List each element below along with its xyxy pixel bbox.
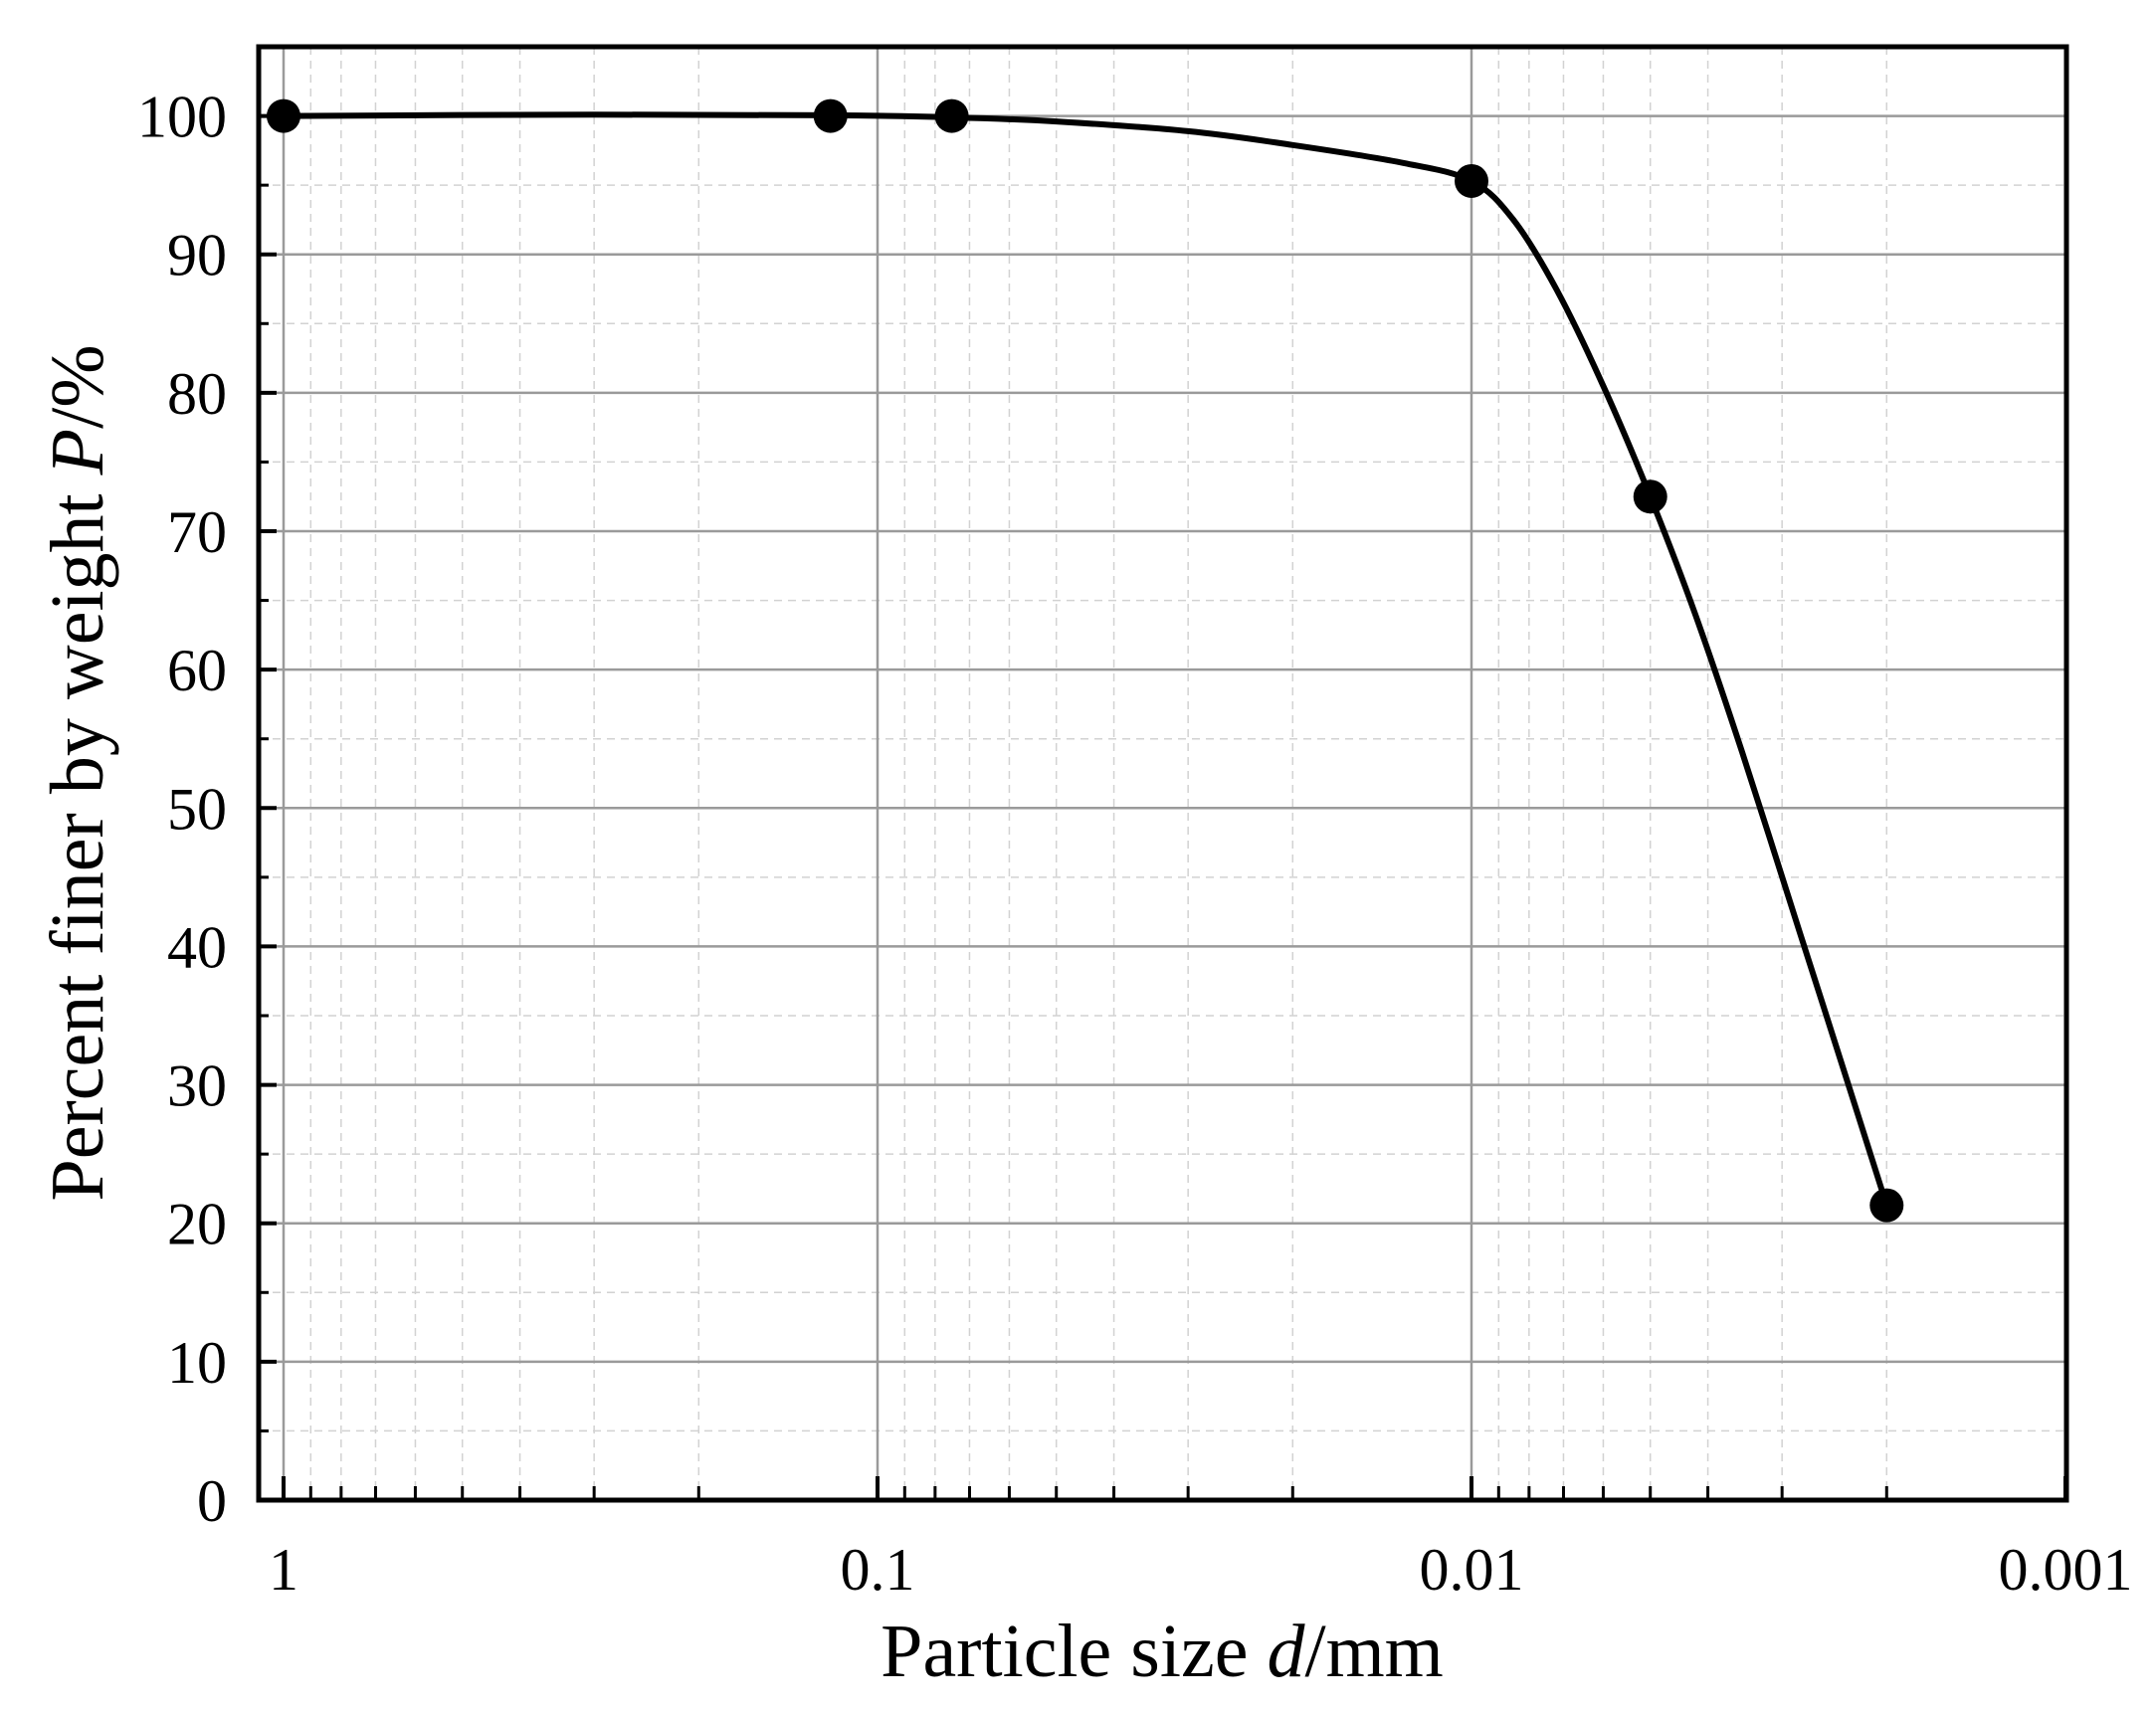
y-tick-label: 100 [137,85,227,150]
x-tick-label: 0.01 [1420,1537,1524,1603]
x-tick-labels: 1 0.1 0.01 0.001 [269,1537,2133,1603]
y-axis-title-variable: P [36,429,119,476]
data-point [1455,163,1488,198]
fit-curve-line [281,111,1890,1209]
y-axis-title: Percent finer by weight P/% [36,344,119,1201]
x-axis-title-prefix: Particle size [881,1610,1267,1693]
y-axis-title-prefix: Percent finer by weight [36,475,119,1201]
y-tick-label: 60 [167,638,227,703]
y-tick-label: 10 [167,1330,227,1396]
y-tick-label: 30 [167,1053,227,1119]
data-point [267,98,300,133]
y-tick-label: 40 [167,914,227,980]
grid-major [259,47,2067,1502]
y-tick-label: 0 [197,1468,227,1534]
y-tick-label: 90 [167,223,227,288]
fit-curve-layer [281,111,1890,1209]
data-point [813,98,848,133]
data-point [1633,479,1667,514]
x-tick-label: 1 [269,1537,298,1603]
y-tick-labels: 0 10 20 30 40 50 60 70 80 90 100 [137,85,227,1534]
y-tick-label: 70 [167,499,227,565]
data-point [1869,1188,1904,1223]
grid-minor [259,47,2066,1500]
x-tick-label: 0.1 [841,1537,915,1603]
x-tick-label: 0.001 [1999,1537,2133,1603]
y-tick-label: 50 [167,776,227,842]
x-axis-title-unit: /mm [1304,1610,1443,1693]
points-layer [267,98,1904,1223]
y-tick-label: 80 [167,361,227,427]
x-axis-title-variable: d [1267,1610,1305,1693]
data-point [934,98,969,133]
plot-frame [256,44,2069,1503]
y-tick-label: 20 [167,1192,227,1257]
y-axis-title-unit: /% [36,344,119,428]
x-axis-title: Particle size d/mm [881,1610,1444,1693]
